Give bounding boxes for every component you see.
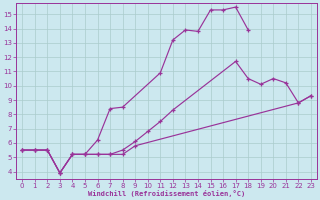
- X-axis label: Windchill (Refroidissement éolien,°C): Windchill (Refroidissement éolien,°C): [88, 190, 245, 197]
